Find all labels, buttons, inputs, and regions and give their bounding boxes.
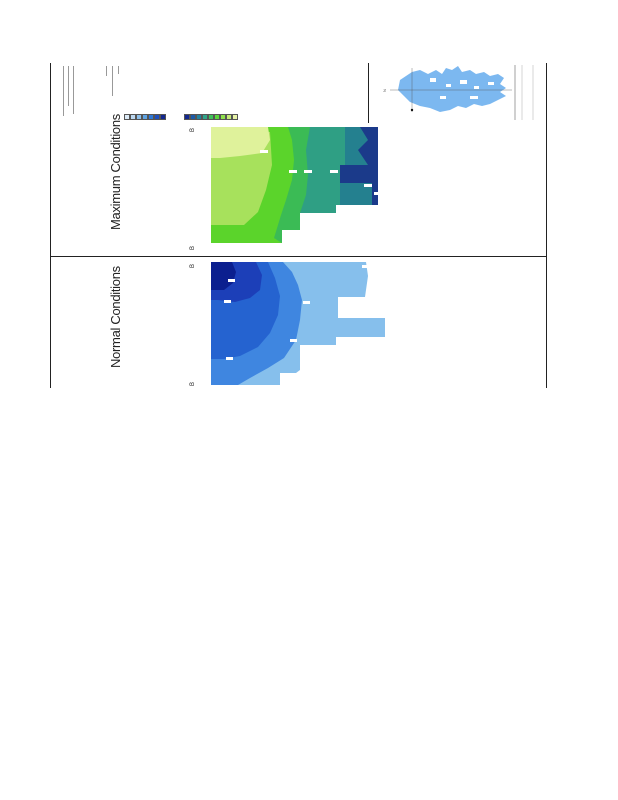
- frame-divider: [50, 256, 547, 257]
- legend-swatch-max-1: [190, 114, 196, 120]
- contour-label-normal-e: [303, 301, 310, 304]
- contour-label-max-c: [304, 170, 312, 173]
- legend-swatch-max-3: [202, 114, 208, 120]
- legend-swatch-normal-2: [136, 114, 142, 120]
- frame-sidebar-divider: [368, 63, 369, 123]
- legend-swatch-max-5: [214, 114, 220, 120]
- normal-band-0: [211, 262, 236, 290]
- contour-label-max-b: [289, 170, 297, 173]
- legend-swatch-normal-4: [148, 114, 154, 120]
- legend-swatch-normal-0: [124, 114, 130, 120]
- legend-swatch-normal-6: [160, 114, 166, 120]
- inset-location-marker: [410, 108, 414, 112]
- inset-land: [398, 66, 506, 112]
- contour-label-normal-a: [228, 279, 235, 282]
- north-arrow-label: N: [382, 89, 387, 92]
- contour-label-normal-f: [362, 265, 369, 268]
- frame-left-border: [50, 63, 51, 388]
- legend-swatch-max-6: [220, 114, 226, 120]
- contour-label-max-a: [260, 150, 268, 153]
- legend-swatch-max-8: [232, 114, 238, 120]
- legend-swatch-max-7: [226, 114, 232, 120]
- contour-label-max-e: [364, 184, 372, 187]
- max-band-0: [211, 127, 270, 158]
- contour-label-max-f: [374, 192, 382, 195]
- contour-label-normal-d: [290, 339, 297, 342]
- contour-label-normal-c: [226, 357, 233, 360]
- legend-swatch-max-0: [184, 114, 190, 120]
- legend-swatch-normal-3: [142, 114, 148, 120]
- contour-label-normal-b: [224, 300, 231, 303]
- legend-swatch-max-4: [208, 114, 214, 120]
- frame-right-border: [546, 63, 547, 388]
- legend-block: [60, 64, 238, 124]
- legend-swatch-normal-5: [154, 114, 160, 120]
- legend-swatch-max-2: [196, 114, 202, 120]
- contour-label-max-d: [330, 170, 338, 173]
- legend-swatch-normal-1: [130, 114, 136, 120]
